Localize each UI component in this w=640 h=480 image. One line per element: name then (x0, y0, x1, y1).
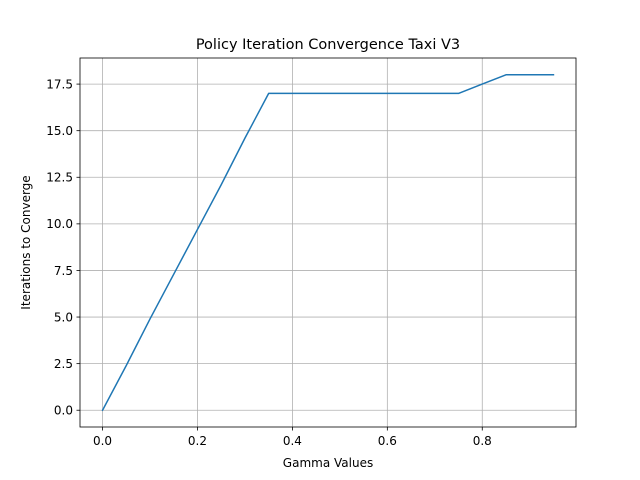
series-line (101, 74, 555, 412)
x-tick-label: 0.2 (188, 434, 207, 448)
x-tick-label: 0.6 (378, 434, 397, 448)
y-tick-label: 2.5 (54, 357, 73, 371)
y-tick-label: 15.0 (46, 124, 73, 138)
x-tick-label: 0.8 (473, 434, 492, 448)
y-tick-label: 7.5 (54, 264, 73, 278)
y-tick-label: 12.5 (46, 171, 73, 185)
plot-frame (79, 57, 577, 428)
y-axis-label: Iterations to Converge (19, 175, 33, 309)
x-tick-label: 0.4 (283, 434, 302, 448)
y-ticks: 0.0 2.5 5.0 7.5 10.0 12.5 15.0 17.5 (46, 77, 80, 418)
chart-title: Policy Iteration Convergence Taxi V3 (196, 37, 460, 53)
y-tick-label: 10.0 (46, 217, 73, 231)
y-tick-label: 17.5 (46, 77, 73, 91)
y-tick-label: 5.0 (54, 310, 73, 324)
x-ticks: 0.0 0.2 0.4 0.6 0.8 (93, 427, 492, 448)
x-axis-label: Gamma Values (283, 456, 373, 470)
grid-lines (80, 58, 576, 427)
y-tick-label: 0.0 (54, 404, 73, 418)
x-tick-label: 0.0 (93, 434, 112, 448)
series-layer (101, 74, 555, 412)
